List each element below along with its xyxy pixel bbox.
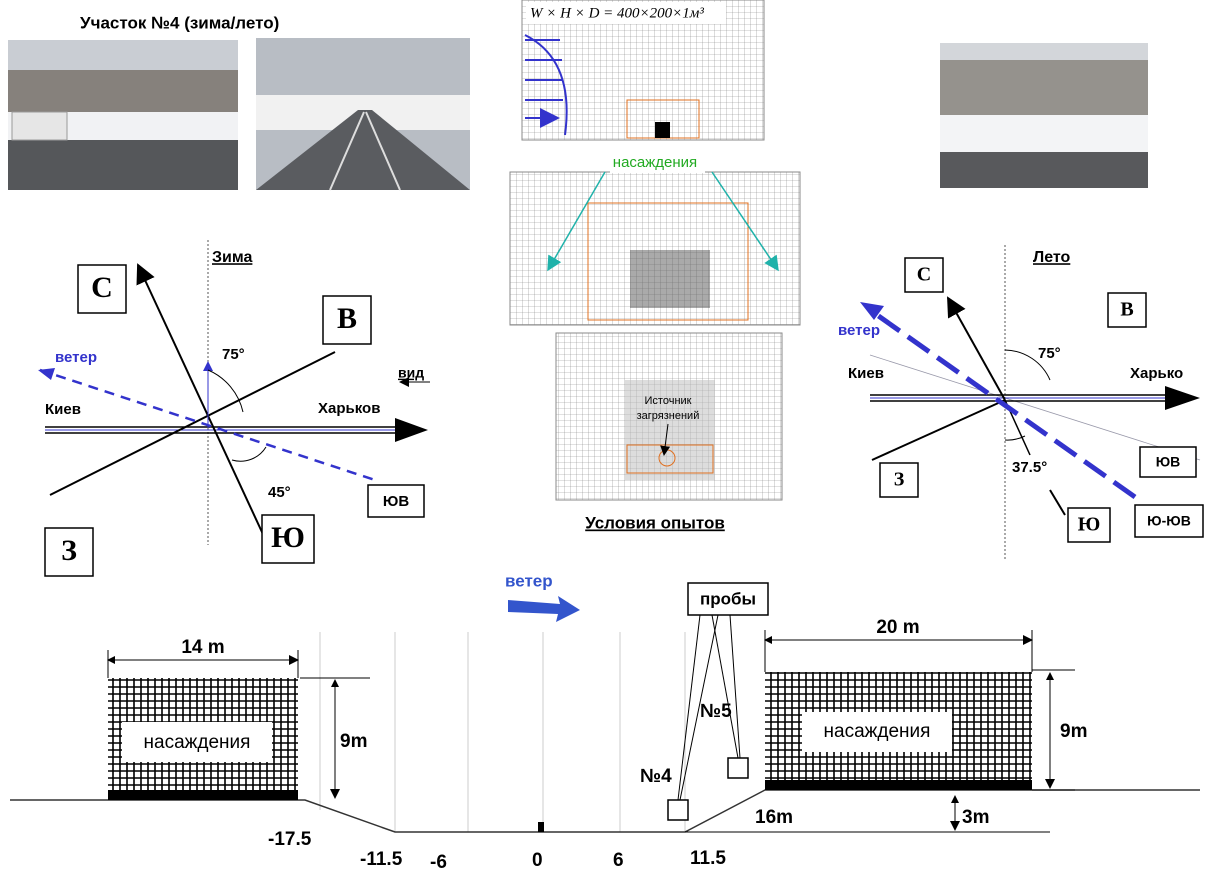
angle: 75° [1038,345,1061,362]
west: З [61,534,77,567]
plantings-arrows [547,171,779,272]
box [1107,292,1147,328]
sample-label: №4 [640,766,672,787]
east: В [1120,299,1133,321]
position-label: -11.5 [360,849,403,870]
conditions-title: Условия опытов [585,513,725,532]
south: Ю [1078,514,1101,536]
box [1139,446,1197,478]
position-label: -6 [430,852,447,871]
summer-rose [860,245,1201,560]
angle: 37.5° [1012,459,1047,476]
photo [256,38,470,191]
position-label: -17.5 [268,829,312,850]
fine-mesh [625,380,715,480]
plantings-label: насаждения [613,154,697,171]
southeast: ЮВ [383,493,409,510]
south-southeast: Ю-ЮВ [1147,513,1191,529]
sample-label: №5 [700,701,732,722]
box [261,514,315,564]
inflow-arrows [524,34,567,135]
height-label: 9m [340,731,367,752]
cross-section [10,582,1200,833]
position-label: 11.5 [690,848,726,869]
wind-label: ветер [505,571,553,590]
east: В [337,302,357,335]
west: З [894,469,905,491]
wind-label: ветер [838,322,880,339]
width-label: 14 m [181,637,224,658]
box [1067,507,1111,543]
height-label: 9m [1060,721,1087,742]
width-label: 20 m [876,617,919,638]
depth-label: 3m [962,807,989,828]
distance-label: 16m [755,807,793,828]
source-label: загрязнений [637,410,700,422]
title: Участок №4 (зима/лето) [80,13,279,32]
angle: 45° [268,484,291,501]
photo [8,40,238,190]
kharkov: Харьков [318,400,380,417]
box [879,462,919,498]
north: С [91,271,113,304]
photo [940,43,1148,188]
plantings-label: насаждения [144,732,251,753]
winter-title: Зима [212,249,252,266]
position-label: 0 [532,850,543,871]
view-label: вид [398,365,424,381]
source-label: Источник [645,395,692,407]
box [904,257,944,293]
box [77,264,127,314]
winter-rose [38,240,430,546]
angle: 75° [222,346,245,363]
box [1134,504,1204,538]
formula: W × H × D = 400×200×1м³ [530,5,704,21]
samples-label: пробы [700,589,756,608]
formula-bg [526,2,726,24]
position-label: 6 [613,850,624,871]
zoom-box [626,444,714,474]
south: Ю [271,521,305,554]
box [367,484,425,518]
plantings-label: насаждения [824,721,931,742]
box [322,295,372,345]
label-bg [610,153,705,173]
kharkov: Харько [1130,365,1183,382]
north: С [917,264,931,286]
southeast: ЮВ [1156,454,1181,470]
fine-mesh [630,250,710,308]
wind-label: ветер [55,349,97,366]
box [44,527,94,577]
summer-title: Лето [1033,249,1071,266]
road [655,122,670,138]
source-arrow [660,423,671,456]
kiev: Киев [45,401,81,418]
zoom-box [587,202,749,321]
kiev: Киев [848,365,884,382]
